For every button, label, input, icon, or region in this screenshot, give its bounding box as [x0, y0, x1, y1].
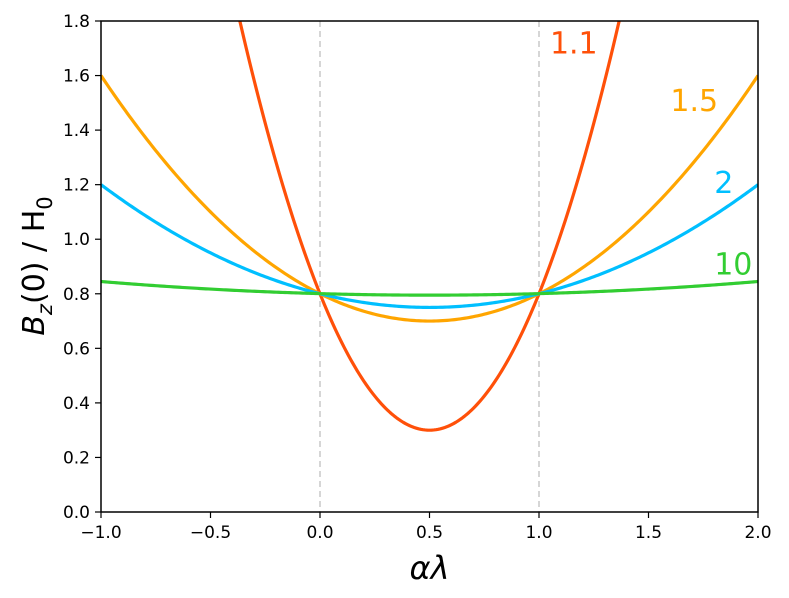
series-line-3	[101, 279, 758, 297]
series-line-1	[101, 74, 758, 323]
y-tick-label: 1.0	[63, 230, 90, 250]
x-axis-ticks: −1.0 −0.5 0.0 0.5 1.0 1.5 2.0	[80, 512, 772, 543]
y-label-main: B	[17, 315, 52, 336]
series-label: 2	[714, 166, 733, 201]
series-label: 1.1	[550, 27, 598, 62]
series-labels: 1.1 1.5 2 10	[550, 27, 752, 283]
y-label-middle: (0) / H	[17, 210, 52, 304]
series-line-0	[238, 21, 621, 432]
x-tick-label: −1.0	[80, 523, 121, 543]
y-label-end-subscript: 0	[33, 196, 57, 209]
plot-frame	[100, 20, 759, 513]
y-tick-label: 1.8	[63, 12, 90, 32]
y-axis-ticks: 0.0 0.2 0.4 0.6 0.8 1.0 1.2 1.4 1.6 1.8	[63, 12, 101, 523]
x-tick-label: 0.0	[306, 523, 333, 543]
series-curves	[101, 21, 758, 432]
x-tick-label: 0.5	[416, 523, 443, 543]
y-tick-label: 1.4	[63, 121, 90, 141]
y-tick-label: 0.0	[63, 503, 90, 523]
y-tick-label: 0.4	[63, 394, 90, 414]
vertical-reference-lines	[319, 21, 540, 512]
x-tick-label: 2.0	[744, 523, 771, 543]
x-axis-label: αλ	[409, 549, 449, 587]
y-tick-label: 0.2	[63, 448, 90, 468]
x-tick-label: −0.5	[190, 523, 231, 543]
x-tick-label: 1.0	[525, 523, 552, 543]
y-tick-label: 0.6	[63, 339, 90, 359]
y-tick-label: 1.2	[63, 176, 90, 196]
series-label: 1.5	[670, 84, 718, 119]
y-axis-label: Bz(0) / H0	[17, 196, 57, 335]
y-tick-label: 1.6	[63, 67, 90, 87]
series-label: 10	[714, 248, 752, 283]
series-line-2	[101, 183, 758, 310]
x-tick-label: 1.5	[635, 523, 662, 543]
y-tick-label: 0.8	[63, 285, 90, 305]
y-label-subscript: z	[33, 303, 57, 316]
